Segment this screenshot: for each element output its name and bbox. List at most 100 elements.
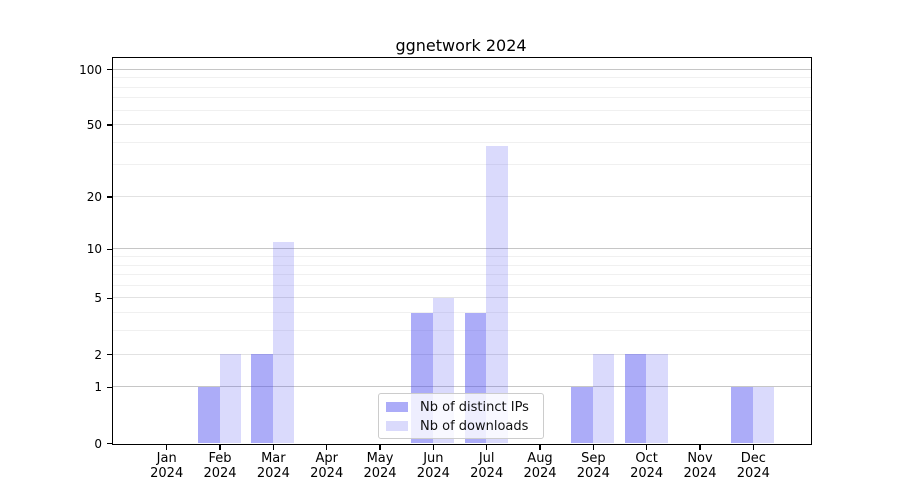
x-tick-month: Feb (208, 451, 232, 466)
y-gridline-minor (112, 109, 811, 111)
x-tick-year: 2024 (416, 466, 450, 481)
legend-label-distinct-ips: Nb of distinct IPs (420, 399, 529, 415)
y-tick (106, 248, 112, 250)
bar-oct-ips (624, 354, 647, 443)
y-tick (106, 386, 112, 389)
x-tick-year: 2024 (683, 466, 717, 481)
bar-feb-downloads (219, 354, 242, 443)
x-tick-month: Mar (261, 451, 286, 466)
legend-label-downloads: Nb of downloads (420, 418, 529, 434)
y-gridline-major (112, 386, 811, 388)
x-tick-year: 2024 (150, 466, 184, 481)
x-tick-month: Oct (635, 451, 658, 466)
x-tick-month: May (366, 451, 394, 466)
x-tick (592, 445, 595, 450)
bars-layer (113, 58, 811, 444)
x-tick (219, 445, 221, 450)
y-gridline-minor (112, 97, 811, 99)
legend-swatch-downloads (386, 421, 408, 431)
x-tick-month: Apr (315, 451, 338, 466)
x-tick (325, 445, 328, 450)
x-tick-year: 2024 (576, 466, 610, 481)
y-gridline-minor (112, 86, 811, 88)
y-gridline-minor (112, 312, 811, 314)
x-tick-year: 2024 (470, 466, 504, 481)
x-tick-label-aug: Aug 2024 (508, 451, 572, 481)
legend-item-distinct-ips: Nb of distinct IPs (386, 398, 543, 417)
bar-sep-downloads (592, 354, 615, 443)
y-tick (106, 442, 112, 445)
y-gridline-minor (112, 274, 811, 276)
x-tick-month: Aug (527, 451, 553, 466)
bar-jul-downloads (486, 146, 508, 443)
y-tick (106, 69, 112, 71)
x-tick-label-jun: Jun 2024 (401, 451, 465, 481)
y-gridline-minor (112, 141, 811, 143)
x-tick-label-jan: Jan 2024 (135, 451, 199, 481)
y-gridline-minor (112, 77, 811, 79)
x-tick-label-sep: Sep 2024 (561, 451, 625, 481)
y-gridline (112, 297, 811, 299)
y-tick-label: 10 (86, 242, 102, 257)
y-tick-label: 100 (79, 62, 102, 77)
y-tick-label: 50 (86, 118, 102, 133)
x-tick (272, 445, 275, 450)
y-tick-label: 5 (94, 291, 102, 306)
gridlines-layer (112, 58, 811, 444)
x-tick-label-nov: Nov 2024 (668, 451, 732, 481)
x-tick-month: Jul (478, 451, 495, 466)
x-tick-label-oct: Oct 2024 (615, 451, 679, 481)
bar-feb-ips (198, 386, 220, 443)
chart-title: ggnetwork 2024 (395, 36, 527, 55)
plot-area (111, 57, 812, 445)
bar-dec-ips (731, 386, 753, 443)
y-gridline-minor (112, 284, 811, 286)
x-tick (166, 445, 168, 450)
y-gridline-minor (112, 330, 811, 332)
x-tick-label-apr: Apr 2024 (295, 451, 359, 481)
x-tick (539, 445, 541, 450)
x-tick-label-dec: Dec 2024 (721, 451, 785, 481)
y-gridline (112, 124, 811, 126)
bar-dec-downloads (752, 386, 775, 443)
y-tick-label: 20 (86, 189, 102, 204)
y-gridline-minor (112, 256, 811, 257)
bar-mar-ips (251, 354, 273, 443)
x-tick-month: Jun (423, 451, 444, 466)
y-tick-label: 2 (94, 347, 102, 362)
x-tick-year: 2024 (310, 466, 344, 481)
x-tick-year: 2024 (363, 466, 397, 481)
x-tick-month: Sep (581, 451, 606, 466)
x-tick (432, 445, 435, 450)
x-tick-month: Dec (740, 451, 766, 466)
x-tick (379, 445, 381, 450)
x-tick-year: 2024 (523, 466, 557, 481)
y-gridline-major (112, 248, 811, 250)
legend-swatch-distinct-ips (386, 402, 408, 412)
bar-sep-ips (571, 386, 593, 443)
x-tick-label-mar: Mar 2024 (241, 451, 305, 481)
x-tick (645, 445, 648, 450)
x-tick (752, 445, 755, 450)
y-tick (106, 196, 112, 198)
bar-mar-downloads (272, 241, 295, 443)
x-tick (699, 445, 701, 450)
legend: Nb of distinct IPs Nb of downloads (378, 392, 544, 439)
y-gridline-minor (112, 264, 811, 266)
x-tick-label-may: May 2024 (348, 451, 412, 481)
x-tick (485, 445, 488, 450)
x-tick-year: 2024 (630, 466, 664, 481)
legend-item-downloads: Nb of downloads (386, 417, 543, 436)
x-tick-label-feb: Feb 2024 (188, 451, 252, 481)
x-tick-year: 2024 (203, 466, 237, 481)
x-tick-year: 2024 (256, 466, 290, 481)
y-tick (106, 124, 112, 126)
y-tick (106, 353, 112, 356)
x-tick-label-jul: Jul 2024 (455, 451, 519, 481)
y-tick-label: 0 (94, 436, 102, 451)
y-gridline (112, 353, 811, 355)
y-tick (106, 297, 112, 300)
x-tick-month: Jan (156, 451, 177, 466)
y-gridline (112, 195, 811, 197)
bar-oct-downloads (646, 354, 668, 443)
